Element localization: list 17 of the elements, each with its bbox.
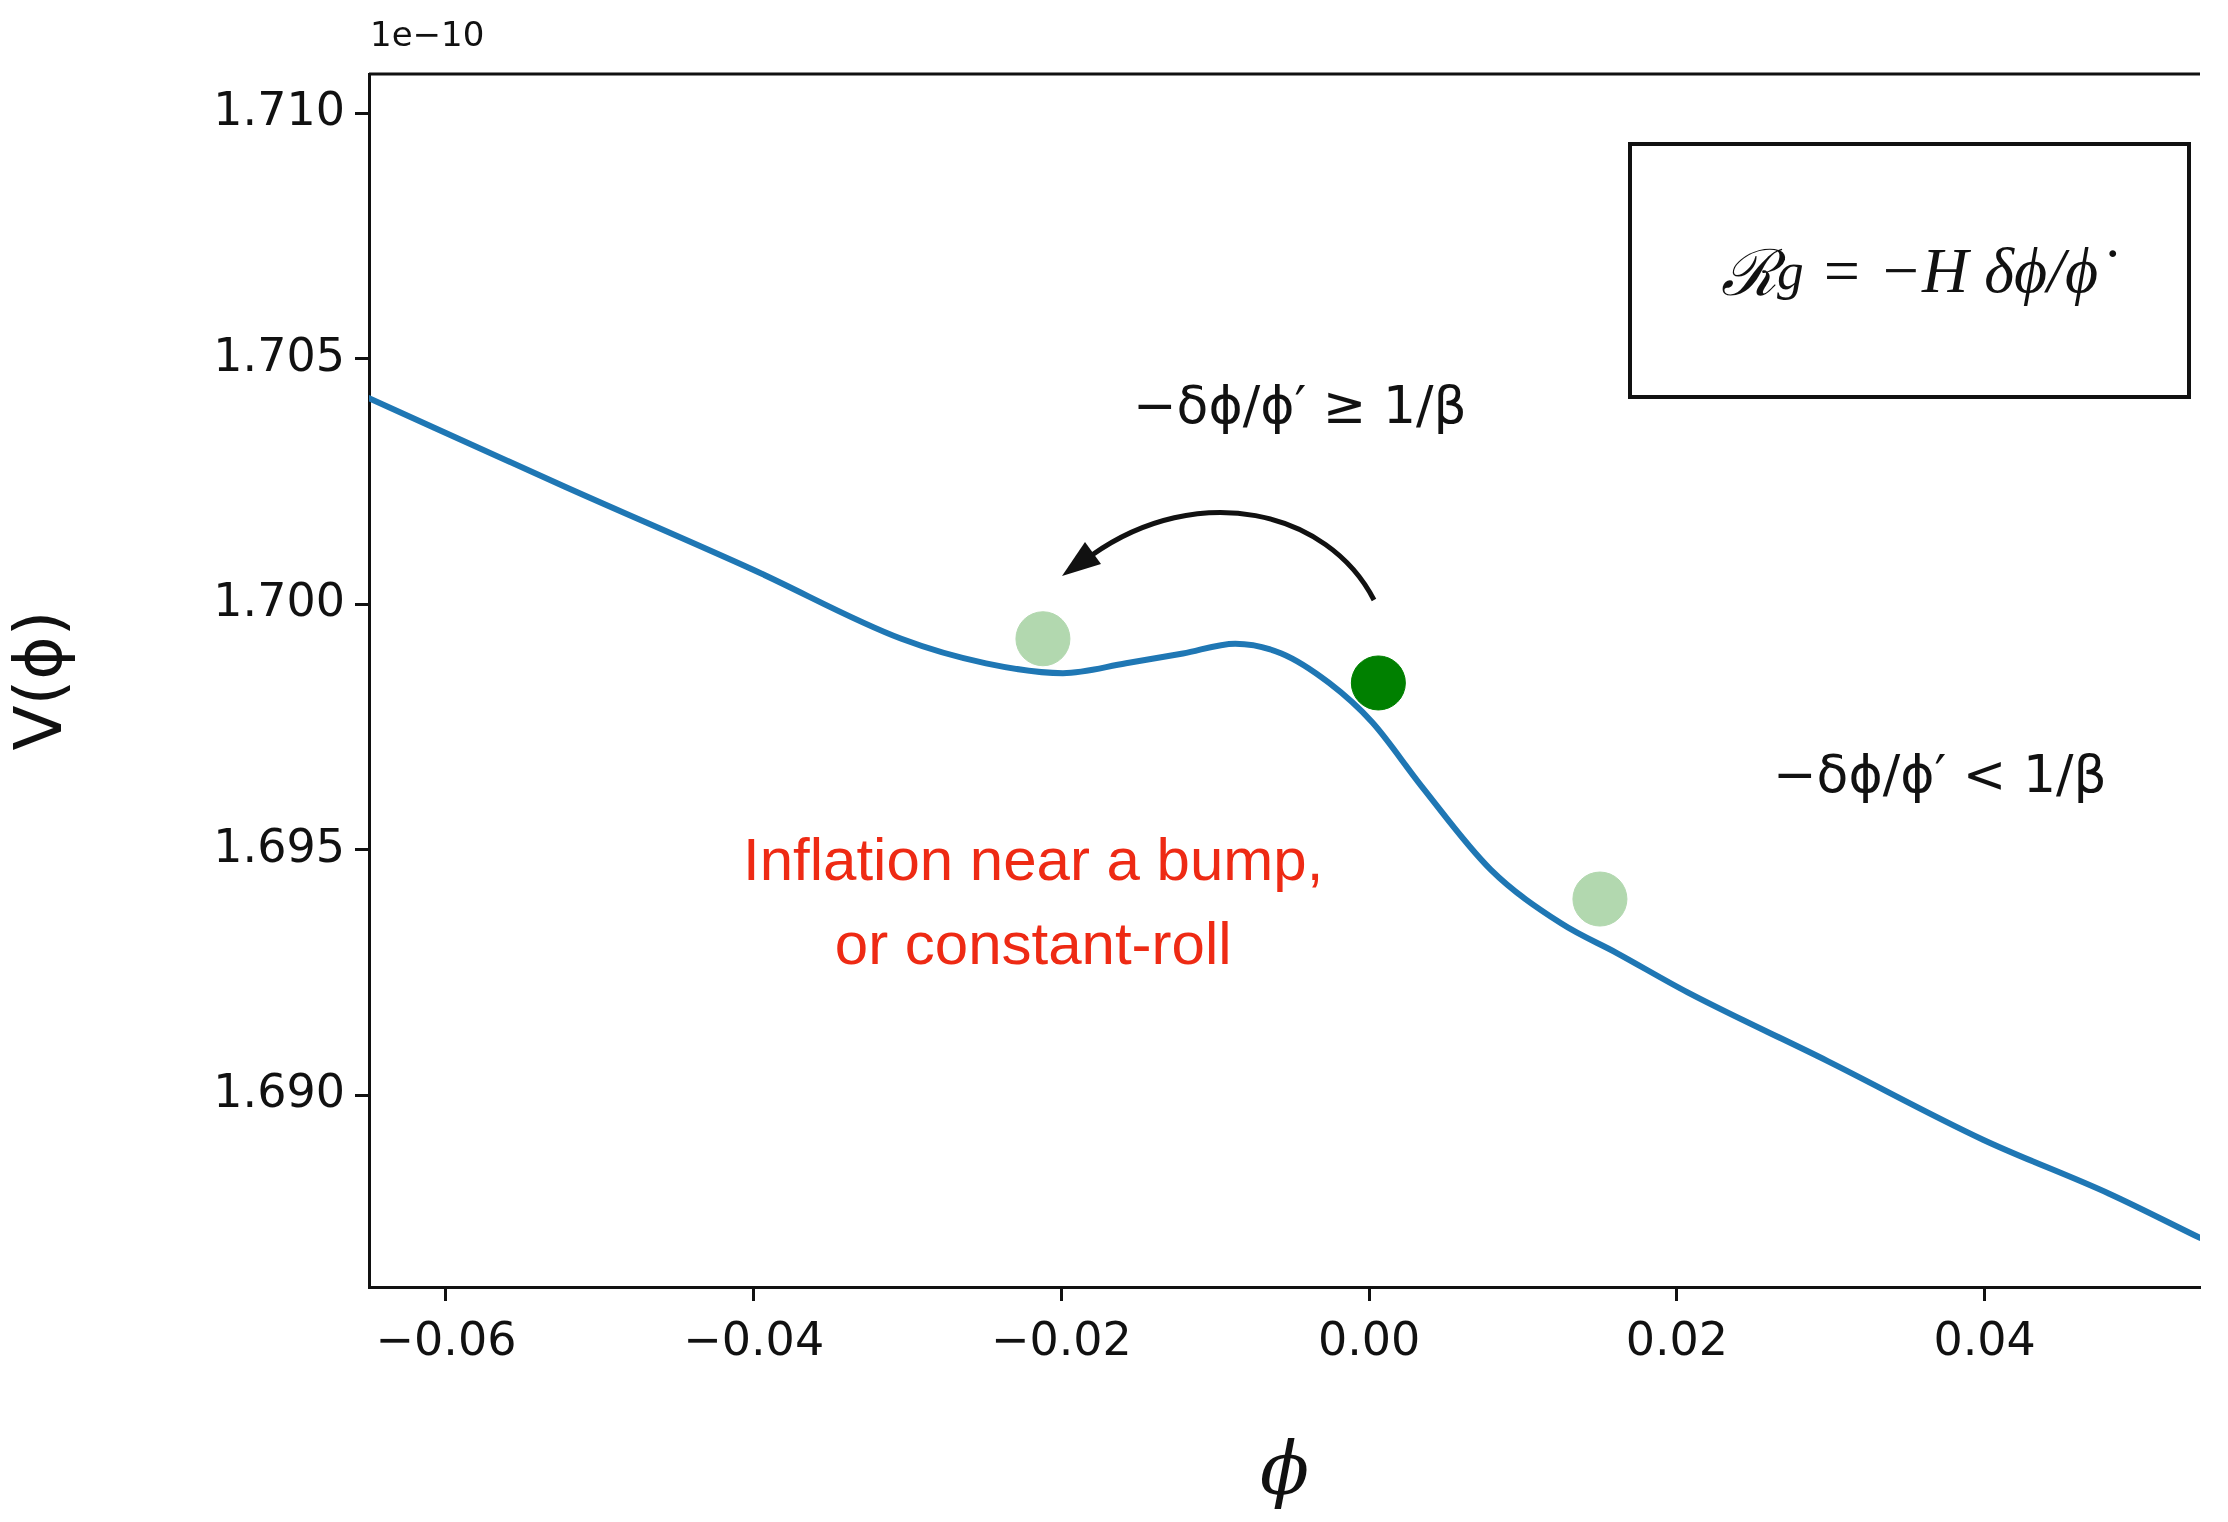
y-tick-label: 1.690: [213, 1064, 345, 1119]
annotation: −δϕ/ϕ′ ≥ 1/β: [1133, 375, 1467, 435]
y-tick-label: 1.710: [213, 82, 345, 137]
y-tick-label: 1.700: [213, 573, 345, 628]
x-tick-label: −0.02: [990, 1311, 1132, 1366]
x-tick-label: −0.06: [375, 1311, 517, 1366]
x-tick-label: −0.04: [683, 1311, 825, 1366]
x-tick-label: 0.04: [1933, 1311, 2036, 1366]
x-tick-label: 0.00: [1317, 1311, 1421, 1366]
x-tick-label: 0.02: [1625, 1311, 1729, 1366]
y-tick-label: 1.695: [213, 818, 345, 873]
x-axis-title: ϕ: [1259, 1426, 1310, 1511]
y-axis-title: V(ϕ): [0, 610, 77, 751]
annotation: Inflation near a bump, or constant-roll: [743, 825, 1324, 979]
text: 1e−10: [370, 14, 485, 54]
annotation: −δϕ/ϕ′ < 1/β: [1773, 744, 2107, 804]
y-tick-label: 1.705: [213, 327, 345, 382]
